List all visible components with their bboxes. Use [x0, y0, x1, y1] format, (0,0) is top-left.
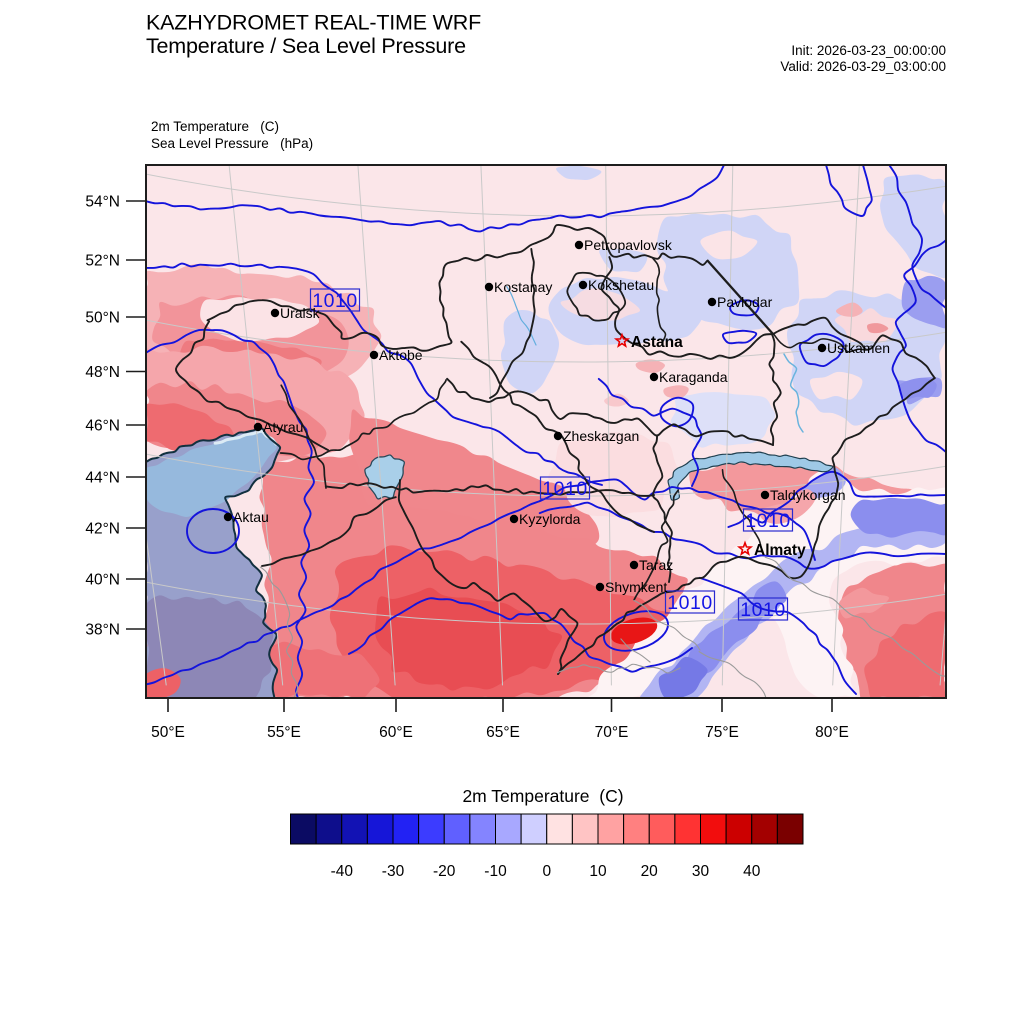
svg-text:Taraz: Taraz — [639, 557, 673, 573]
svg-text:Kokshetau: Kokshetau — [588, 277, 654, 293]
svg-text:Ustkamen: Ustkamen — [827, 340, 890, 356]
svg-text:-20: -20 — [433, 863, 456, 880]
svg-text:1010: 1010 — [667, 592, 712, 614]
svg-text:50°N: 50°N — [85, 310, 120, 327]
svg-text:Kostanay: Kostanay — [494, 279, 552, 295]
svg-text:65°E: 65°E — [486, 724, 520, 741]
svg-text:75°E: 75°E — [705, 724, 739, 741]
svg-text:1010: 1010 — [542, 478, 587, 500]
svg-text:Petropavlovsk: Petropavlovsk — [584, 237, 673, 253]
svg-text:-10: -10 — [484, 863, 507, 880]
svg-text:Atyrau: Atyrau — [263, 419, 303, 435]
svg-text:Aktobe: Aktobe — [379, 347, 423, 363]
svg-text:Astana: Astana — [631, 334, 683, 351]
svg-text:Almaty: Almaty — [754, 542, 806, 559]
svg-text:Pavlodar: Pavlodar — [717, 294, 773, 310]
svg-text:Temperature / Sea Level Pressu: Temperature / Sea Level Pressure — [146, 34, 466, 58]
svg-text:Shymkent: Shymkent — [605, 579, 667, 595]
svg-text:60°E: 60°E — [379, 724, 413, 741]
svg-text:46°N: 46°N — [85, 418, 120, 435]
svg-text:-40: -40 — [331, 863, 354, 880]
svg-text:38°N: 38°N — [85, 622, 120, 639]
svg-text:Karaganda: Karaganda — [659, 369, 728, 385]
svg-text:20: 20 — [641, 863, 659, 880]
svg-text:55°E: 55°E — [267, 724, 301, 741]
svg-text:-30: -30 — [382, 863, 405, 880]
svg-text:Zheskazgan: Zheskazgan — [563, 428, 639, 444]
svg-text:0: 0 — [542, 863, 551, 880]
svg-text:54°N: 54°N — [85, 194, 120, 211]
svg-text:1010: 1010 — [312, 290, 357, 312]
svg-text:Sea Level Pressure (hPa): Sea Level Pressure (hPa) — [151, 136, 313, 151]
svg-text:10: 10 — [589, 863, 607, 880]
svg-text:2m Temperature (C): 2m Temperature (C) — [151, 119, 279, 134]
svg-text:80°E: 80°E — [815, 724, 849, 741]
svg-text:44°N: 44°N — [85, 470, 120, 487]
svg-text:Taldykorgan: Taldykorgan — [770, 487, 846, 503]
svg-text:40°N: 40°N — [85, 572, 120, 589]
svg-text:KAZHYDROMET REAL-TIME WRF: KAZHYDROMET REAL-TIME WRF — [146, 11, 481, 35]
svg-text:42°N: 42°N — [85, 521, 120, 538]
svg-text:40: 40 — [743, 863, 761, 880]
svg-text:1010: 1010 — [740, 599, 785, 621]
svg-text:Kyzylorda: Kyzylorda — [519, 511, 581, 527]
svg-text:52°N: 52°N — [85, 253, 120, 270]
svg-text:2m Temperature (C): 2m Temperature (C) — [462, 786, 623, 806]
svg-text:70°E: 70°E — [595, 724, 629, 741]
svg-text:30: 30 — [692, 863, 710, 880]
svg-text:Uralsk: Uralsk — [280, 305, 321, 321]
svg-text:Valid: 2026-03-29_03:00:00: Valid: 2026-03-29_03:00:00 — [780, 59, 946, 74]
svg-text:Aktau: Aktau — [233, 509, 269, 525]
svg-text:1010: 1010 — [745, 510, 790, 532]
svg-text:Init: 2026-03-23_00:00:00: Init: 2026-03-23_00:00:00 — [791, 43, 946, 58]
svg-text:50°E: 50°E — [151, 724, 185, 741]
svg-text:48°N: 48°N — [85, 364, 120, 381]
